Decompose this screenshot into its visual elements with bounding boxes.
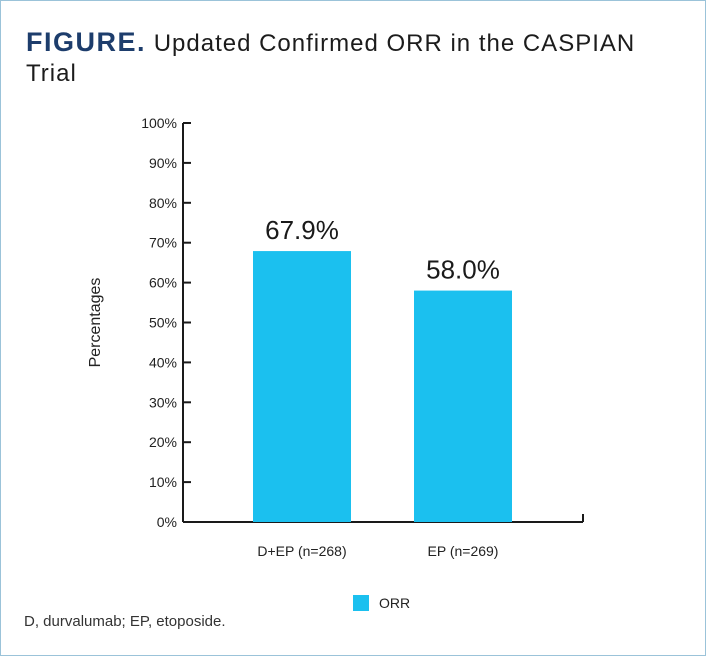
- y-tick-label: 100%: [141, 115, 177, 131]
- y-axis-title: Percentages: [87, 278, 104, 368]
- data-label: 67.9%: [265, 215, 339, 245]
- y-tick-label: 60%: [149, 275, 177, 291]
- bar: [414, 290, 512, 522]
- legend: ORR: [353, 595, 410, 611]
- figure-label: FIGURE.: [26, 27, 147, 57]
- y-tick-label: 80%: [149, 195, 177, 211]
- y-tick-label: 50%: [149, 315, 177, 331]
- y-tick-label: 40%: [149, 354, 177, 370]
- data-label: 58.0%: [426, 255, 500, 285]
- x-tick-label: EP (n=269): [428, 543, 499, 559]
- legend-label-orr: ORR: [379, 595, 411, 611]
- footnote: D, durvalumab; EP, etoposide.: [24, 613, 226, 630]
- x-tick-label: D+EP (n=268): [257, 543, 346, 559]
- bar: [253, 251, 351, 523]
- figure-title-text: Updated Confirmed ORR in the CASPIAN Tri…: [26, 30, 636, 87]
- y-tick-label: 10%: [149, 474, 177, 490]
- figure-title: FIGURE. Updated Confirmed ORR in the CAS…: [26, 27, 646, 89]
- y-tick-label: 30%: [149, 394, 177, 410]
- y-tick-label: 70%: [149, 235, 177, 251]
- y-tick-label: 0%: [157, 514, 177, 530]
- y-tick-label: 90%: [149, 155, 177, 171]
- y-tick-label: 20%: [149, 434, 177, 450]
- legend-swatch-orr: [353, 595, 369, 611]
